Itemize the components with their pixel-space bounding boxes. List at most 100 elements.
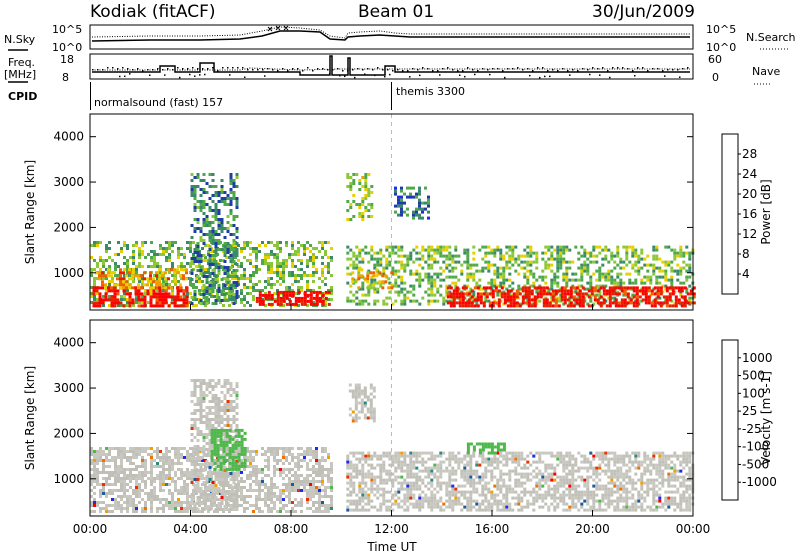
scatter-cell (177, 492, 180, 495)
scatter-cell (198, 277, 201, 280)
scatter-cell (258, 302, 262, 306)
scatter-cell (144, 510, 147, 513)
scatter-cell (294, 253, 297, 256)
scatter-cell (129, 504, 132, 507)
scatter-cell (120, 250, 123, 253)
scatter-cell (508, 284, 512, 288)
scatter-cell (682, 251, 686, 255)
scatter-cell (676, 251, 680, 255)
scatter-cell (466, 257, 470, 261)
scatter-cell (243, 241, 246, 244)
scatter-cell (246, 465, 249, 468)
scatter-cell (234, 298, 237, 301)
scatter-cell (288, 486, 291, 489)
power-y-tick-label: 2000 (53, 220, 84, 234)
scatter-cell (110, 286, 113, 290)
scatter-cell (400, 281, 404, 285)
scatter-cell (279, 265, 282, 268)
scatter-cell (114, 501, 117, 504)
scatter-cell (315, 271, 318, 274)
scatter-cell (625, 272, 629, 276)
scatter-cell (185, 298, 189, 302)
scatter-cell (126, 265, 129, 268)
scatter-cell (358, 457, 362, 461)
scatter-cell (288, 450, 291, 453)
scatter-cell (688, 257, 692, 261)
scatter-cell (427, 257, 431, 261)
scatter-cell (208, 442, 212, 445)
scatter-cell (205, 233, 209, 236)
scatter-cell (123, 480, 126, 483)
scatter-cell (439, 272, 443, 276)
scatter-cell (273, 507, 276, 510)
scatter-cell (330, 501, 333, 504)
scatter-cell (234, 286, 237, 289)
scatter-cell (235, 215, 239, 218)
scatter-cell (412, 260, 416, 264)
scatter-cell (141, 480, 144, 483)
scatter-cell (249, 477, 252, 480)
scatter-cell (454, 266, 458, 270)
scatter-cell (560, 292, 564, 296)
scatter-cell (177, 250, 180, 253)
scatter-cell (162, 474, 165, 477)
scatter-cell (461, 292, 465, 296)
scatter-cell (506, 295, 510, 299)
scatter-cell (376, 257, 380, 261)
scatter-cell (131, 298, 135, 302)
scatter-cell (448, 269, 452, 273)
scatter-cell (449, 301, 453, 305)
scatter-cell (303, 459, 306, 462)
scatter-cell (193, 176, 197, 179)
scatter-cell (95, 286, 99, 290)
scatter-cell (202, 490, 206, 493)
scatter-cell (232, 454, 236, 457)
scatter-cell (258, 495, 261, 498)
scatter-cell (541, 278, 545, 282)
scatter-cell (309, 447, 312, 450)
scatter-cell (214, 394, 218, 397)
scatter-cell (255, 296, 259, 300)
scatter-cell (261, 471, 264, 474)
scatter-cell (487, 281, 491, 285)
scatter-cell (198, 280, 201, 283)
scatter-cell (214, 302, 218, 305)
scatter-cell (144, 474, 147, 477)
scatter-cell (199, 490, 203, 493)
scatter-cell (282, 296, 286, 300)
scatter-cell (538, 299, 542, 303)
scatter-cell (162, 465, 165, 468)
scatter-cell (223, 481, 227, 484)
scatter-cell (312, 256, 315, 259)
scatter-cell (128, 268, 131, 272)
scatter-cell (165, 250, 168, 253)
scatter-cell (673, 251, 677, 255)
scatter-cell (235, 412, 239, 415)
scatter-cell (511, 254, 515, 258)
scatter-cell (306, 299, 310, 303)
scatter-cell (211, 424, 215, 427)
scatter-cell (243, 256, 246, 259)
scatter-cell (556, 266, 560, 270)
scatter-cell (240, 247, 243, 250)
scatter-cell (211, 230, 215, 233)
scatter-cell (616, 272, 620, 276)
scatter-cell (190, 278, 194, 281)
scatter-cell (309, 259, 312, 262)
scatter-cell (309, 299, 313, 303)
scatter-cell (111, 471, 114, 474)
power-colorbar-tick-label: 8 (742, 247, 750, 261)
scatter-cell (199, 299, 203, 302)
scatter-cell (613, 284, 617, 288)
scatter-cell (427, 204, 430, 208)
scatter-cell (240, 504, 243, 507)
scatter-cell (168, 456, 171, 459)
scatter-cell (464, 292, 468, 296)
scatter-cell (98, 274, 101, 278)
scatter-cell (214, 406, 218, 409)
scatter-cell (282, 498, 285, 501)
scatter-cell (623, 289, 627, 293)
scatter-cell (153, 259, 156, 262)
scatter-cell (346, 493, 350, 497)
scatter-cell (183, 295, 186, 298)
